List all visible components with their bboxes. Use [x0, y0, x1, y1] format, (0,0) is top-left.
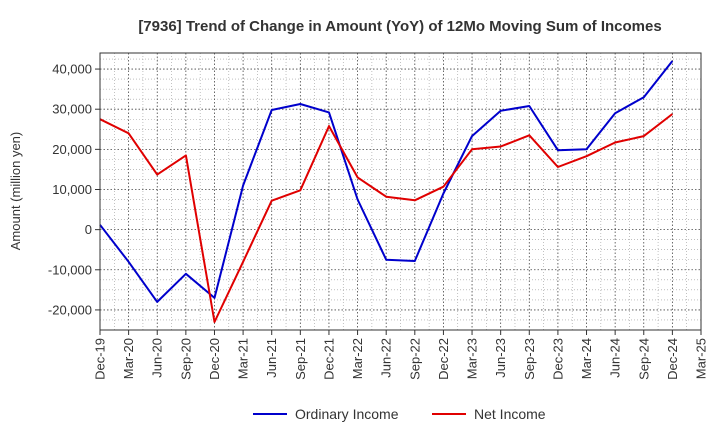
series-lines [99, 60, 674, 323]
y-tick-label: 30,000 [52, 102, 92, 117]
x-tick-label: Dec-20 [207, 338, 222, 380]
x-tick-label: Sep-23 [522, 338, 537, 380]
x-tick-label: Jun-20 [150, 338, 165, 378]
series-line-ordinary-income [99, 60, 674, 303]
grid-lines [99, 53, 702, 330]
legend: Ordinary Income Net Income [253, 406, 546, 422]
x-tick-label: Jun-22 [379, 338, 394, 378]
x-tick-label: Dec-21 [321, 338, 336, 380]
x-tick-label: Dec-22 [436, 338, 451, 380]
x-tick-label: Mar-25 [694, 338, 709, 379]
y-tick-label: 0 [85, 222, 92, 237]
y-tick-label: 40,000 [52, 62, 92, 77]
y-axis-label: Amount (million yen) [8, 132, 23, 251]
series-line-net-income [99, 113, 674, 323]
x-tick-label: Sep-24 [636, 338, 651, 380]
y-tick-label: 10,000 [52, 182, 92, 197]
x-tick-label: Dec-23 [550, 338, 565, 380]
legend-label-ordinary-income: Ordinary Income [295, 406, 399, 422]
x-tick-label: Jun-21 [264, 338, 279, 378]
y-tick-label: 20,000 [52, 142, 92, 157]
x-axis-ticks: Dec-19 Mar-20 Jun-20 Sep-20 Dec-20 Mar-21 Jun-… [93, 330, 709, 380]
y-tick-label: -20,000 [48, 302, 92, 317]
y-axis-ticks: 40,000 30,000 20,000 10,000 0 -10,000 -20,000 [48, 62, 100, 317]
x-tick-label: Mar-21 [236, 338, 251, 379]
x-tick-label: Dec-24 [665, 338, 680, 380]
legend-label-net-income: Net Income [474, 406, 546, 422]
x-tick-label: Dec-19 [93, 338, 108, 380]
y-tick-label: -10,000 [48, 262, 92, 277]
x-tick-label: Sep-21 [293, 338, 308, 380]
plot-frame [99, 52, 702, 331]
x-tick-label: Jun-24 [608, 338, 623, 378]
x-tick-label: Jun-23 [493, 338, 508, 378]
chart-title: [7936] Trend of Change in Amount (YoY) o… [138, 18, 661, 35]
x-tick-label: Sep-22 [407, 338, 422, 380]
x-tick-label: Mar-22 [350, 338, 365, 379]
x-tick-label: Mar-24 [579, 338, 594, 379]
x-tick-label: Mar-20 [121, 338, 136, 379]
x-tick-label: Sep-20 [178, 338, 193, 380]
x-tick-label: Mar-23 [465, 338, 480, 379]
